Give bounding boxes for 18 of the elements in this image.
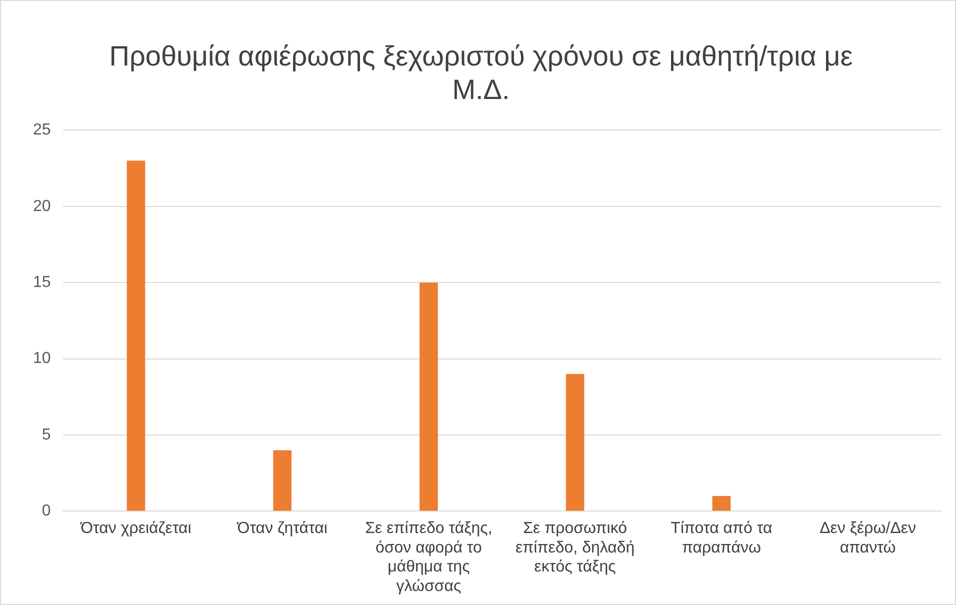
x-tick-label: Όταν ζητάται (236, 520, 328, 538)
bar (126, 160, 146, 511)
x-tick-label: Τίποτα από τα παραπάνω (670, 520, 772, 556)
bar (273, 450, 292, 511)
y-tick-label: 15 (33, 274, 51, 292)
x-tick-label: Σε επίπεδο τάξης, όσον αφορά το μάθημα της γλώσσας (365, 520, 492, 595)
y-tick-label: 5 (42, 426, 51, 444)
y-tick-label: 0 (42, 502, 51, 520)
bar (420, 282, 438, 511)
chart-title: Προθυμία αφιέρωσης ξεχωριστού χρόνου σε μαθητή/τρια με Μ.Δ. (109, 40, 853, 106)
y-tick-label: 25 (33, 122, 51, 139)
x-tick-label: Όταν χρειάζεται (80, 520, 192, 538)
x-tick-label: Σε προσωπικό επίπεδο, δηλαδή εκτός τάξης (515, 520, 635, 576)
y-tick-label: 20 (33, 198, 51, 215)
x-tick-label: Δεν ξέρω/Δεν απαντώ (820, 520, 916, 556)
bar (566, 374, 584, 511)
y-tick-label: 10 (33, 350, 51, 368)
bar (712, 496, 731, 511)
